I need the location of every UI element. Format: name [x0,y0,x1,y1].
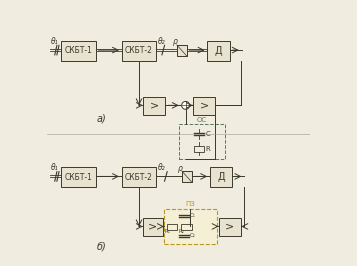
Bar [167,224,177,230]
Bar [61,41,96,61]
Text: R₂: R₂ [179,229,185,234]
Text: СКБТ-1: СКБТ-1 [65,46,92,55]
Bar [122,167,156,187]
Text: ПЗ: ПЗ [186,201,195,207]
Bar [219,218,241,236]
Text: C₁: C₁ [190,213,196,218]
Text: R₁: R₁ [164,229,170,234]
Text: >: > [148,222,157,232]
Text: C₂: C₂ [190,233,196,238]
Text: >: > [225,222,235,232]
Text: СКБТ-2: СКБТ-2 [125,46,153,55]
Bar [210,167,232,187]
Circle shape [182,101,190,109]
Bar [182,171,192,182]
Text: СКБТ-2: СКБТ-2 [125,173,153,182]
Text: R: R [206,146,211,152]
Bar [61,167,96,187]
Bar [143,97,165,115]
Text: СКБТ-1: СКБТ-1 [65,173,92,182]
Text: Д: Д [217,172,225,182]
Bar [122,41,156,61]
Bar [164,209,217,244]
Text: C: C [206,131,211,137]
Text: ρ: ρ [178,164,183,173]
Text: а): а) [97,113,107,123]
Text: б): б) [97,241,107,251]
Text: >: > [150,101,159,111]
Bar [178,124,225,159]
Text: >: > [200,101,209,111]
Text: ОС: ОС [196,117,207,123]
Text: θ₂: θ₂ [157,36,165,45]
Bar [195,146,204,152]
Text: θ₁: θ₁ [51,36,59,45]
Bar [143,218,163,236]
Text: ρ: ρ [173,37,177,46]
Text: θ₁: θ₁ [51,163,59,172]
Bar [181,224,192,230]
Text: Д: Д [215,46,222,56]
Text: θ₂: θ₂ [157,163,165,172]
Bar [177,45,187,56]
Bar [193,97,215,115]
Bar [207,41,230,61]
